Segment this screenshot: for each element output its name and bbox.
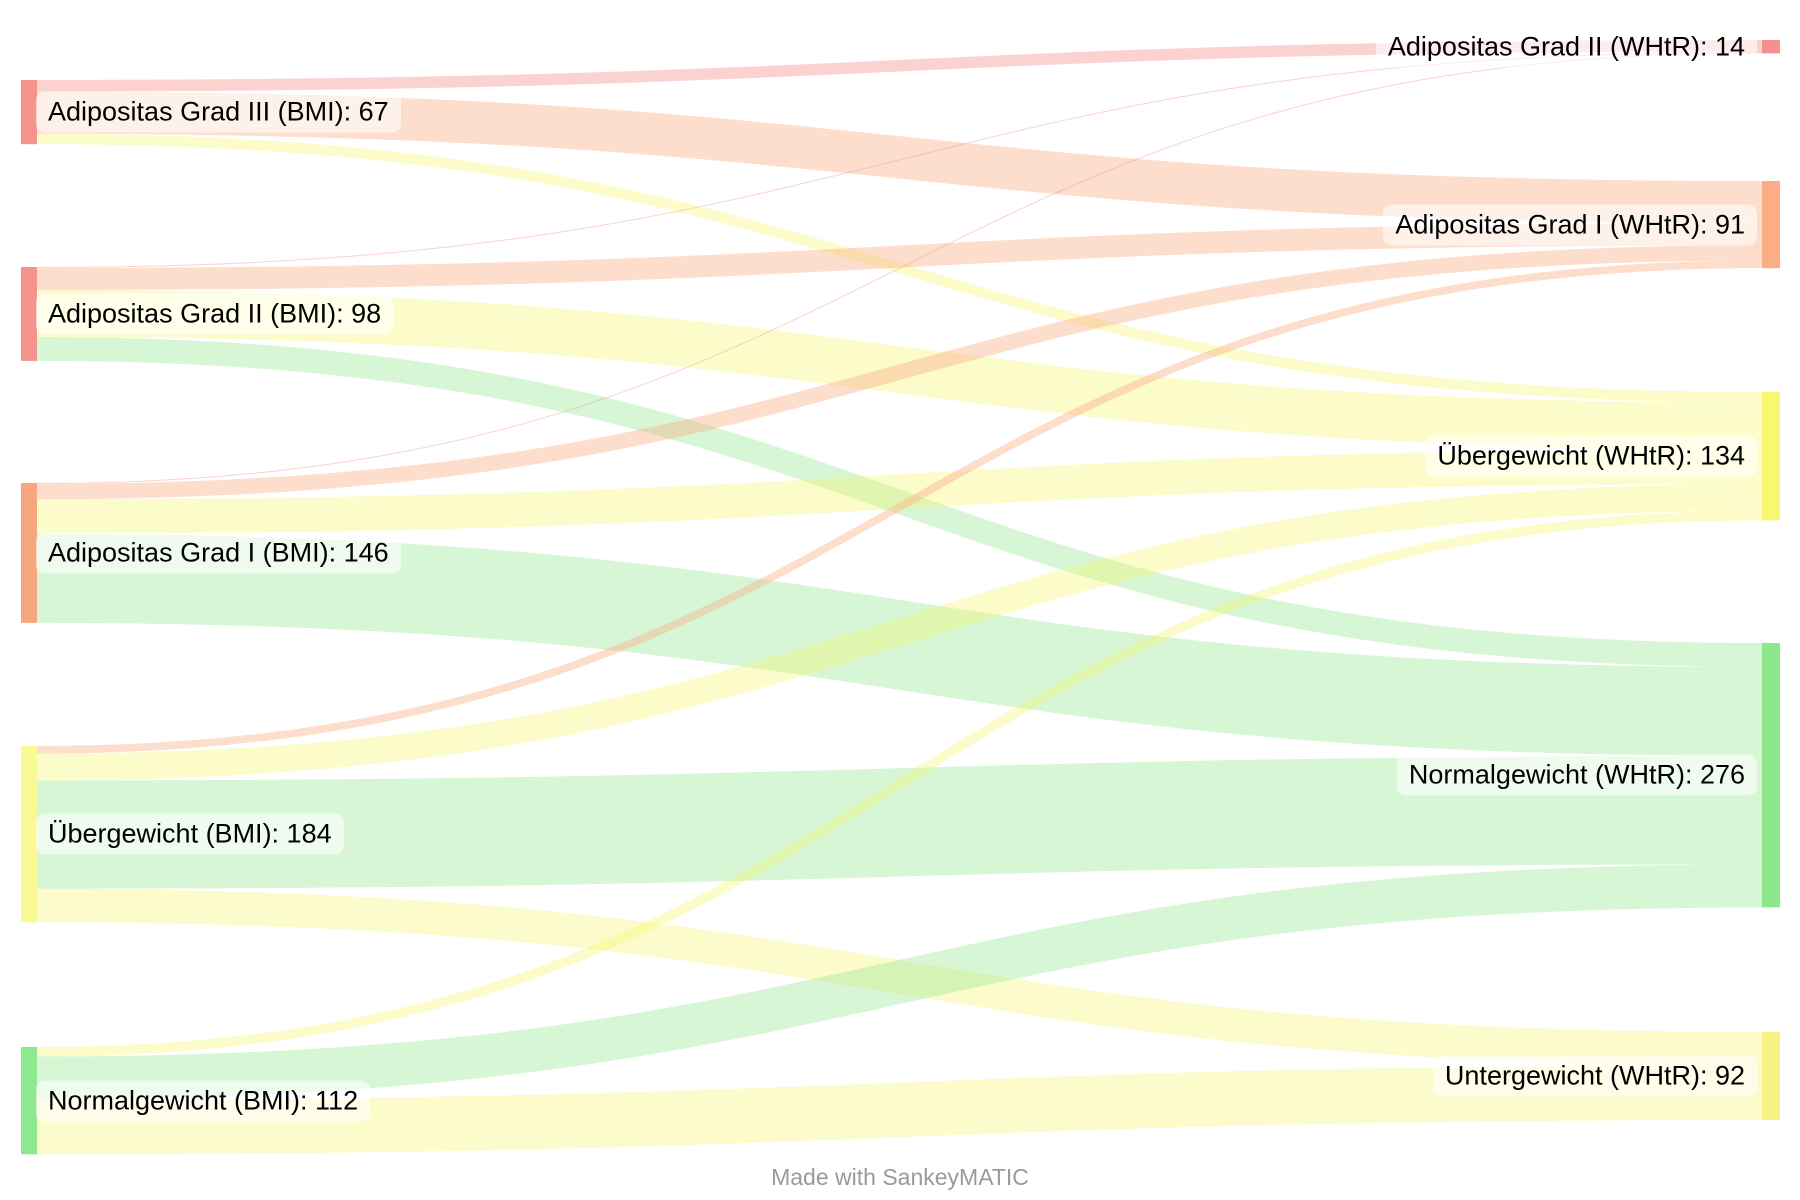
sankey-flow-bmiN-whtrU [36, 1065, 1763, 1155]
node-bar-whtrN[interactable] [1762, 643, 1780, 908]
node-bar-bmi2[interactable] [21, 267, 37, 361]
sankey-flow-bmi1-whtr2 [36, 52, 1763, 484]
sankey-flow-bmi3-whtrUe [36, 133, 1763, 403]
node-label-bmi1: Adipositas Grad I (BMI): 146 [36, 532, 401, 574]
sankey-flow-bmi1-whtrUe [36, 449, 1763, 534]
node-label-bmi2: Adipositas Grad II (BMI): 98 [36, 293, 394, 335]
sankey-flow-bmi1-whtr1 [36, 245, 1763, 500]
sankey-flow-bmiN-whtrN [36, 864, 1763, 1100]
node-bar-whtrU[interactable] [1762, 1032, 1780, 1121]
node-bar-bmi1[interactable] [21, 483, 37, 623]
sankey-flow-bmiN-whtrUe [36, 510, 1763, 1057]
node-label-bmiUe: Übergewicht (BMI): 184 [36, 813, 344, 855]
node-bar-bmiUe[interactable] [21, 746, 37, 923]
node-label-whtrN: Normalgewicht (WHtR): 276 [1396, 754, 1757, 796]
node-label-bmi3: Adipositas Grad III (BMI): 67 [36, 91, 401, 133]
sankey-flow-bmiUe-whtrU [36, 888, 1763, 1066]
node-label-whtrU: Untergewicht (WHtR): 92 [1432, 1055, 1757, 1097]
sankey-flow-bmi2-whtrN [36, 336, 1763, 667]
node-label-bmiN: Normalgewicht (BMI): 112 [36, 1080, 371, 1122]
sankey-flow-bmiUe-whtrUe [36, 484, 1763, 781]
node-label-whtrUe: Übergewicht (WHtR): 134 [1425, 435, 1757, 477]
sankeymatic-credit: Made with SankeyMATIC [771, 1164, 1029, 1190]
node-label-whtr2: Adipositas Grad II (WHtR): 14 [1375, 26, 1757, 68]
node-bar-whtrUe[interactable] [1762, 392, 1780, 521]
node-bar-whtr1[interactable] [1762, 181, 1780, 269]
node-bar-whtr2[interactable] [1762, 40, 1780, 54]
sankey-flow-bmi1-whtrN [36, 533, 1763, 757]
sankey-flow-bmiUe-whtr1 [36, 260, 1763, 754]
node-label-whtr1: Adipositas Grad I (WHtR): 91 [1383, 204, 1757, 246]
sankey-flow-bmiUe-whtrN [36, 756, 1763, 889]
node-bar-bmiN[interactable] [21, 1047, 37, 1155]
node-bar-bmi3[interactable] [21, 80, 37, 145]
